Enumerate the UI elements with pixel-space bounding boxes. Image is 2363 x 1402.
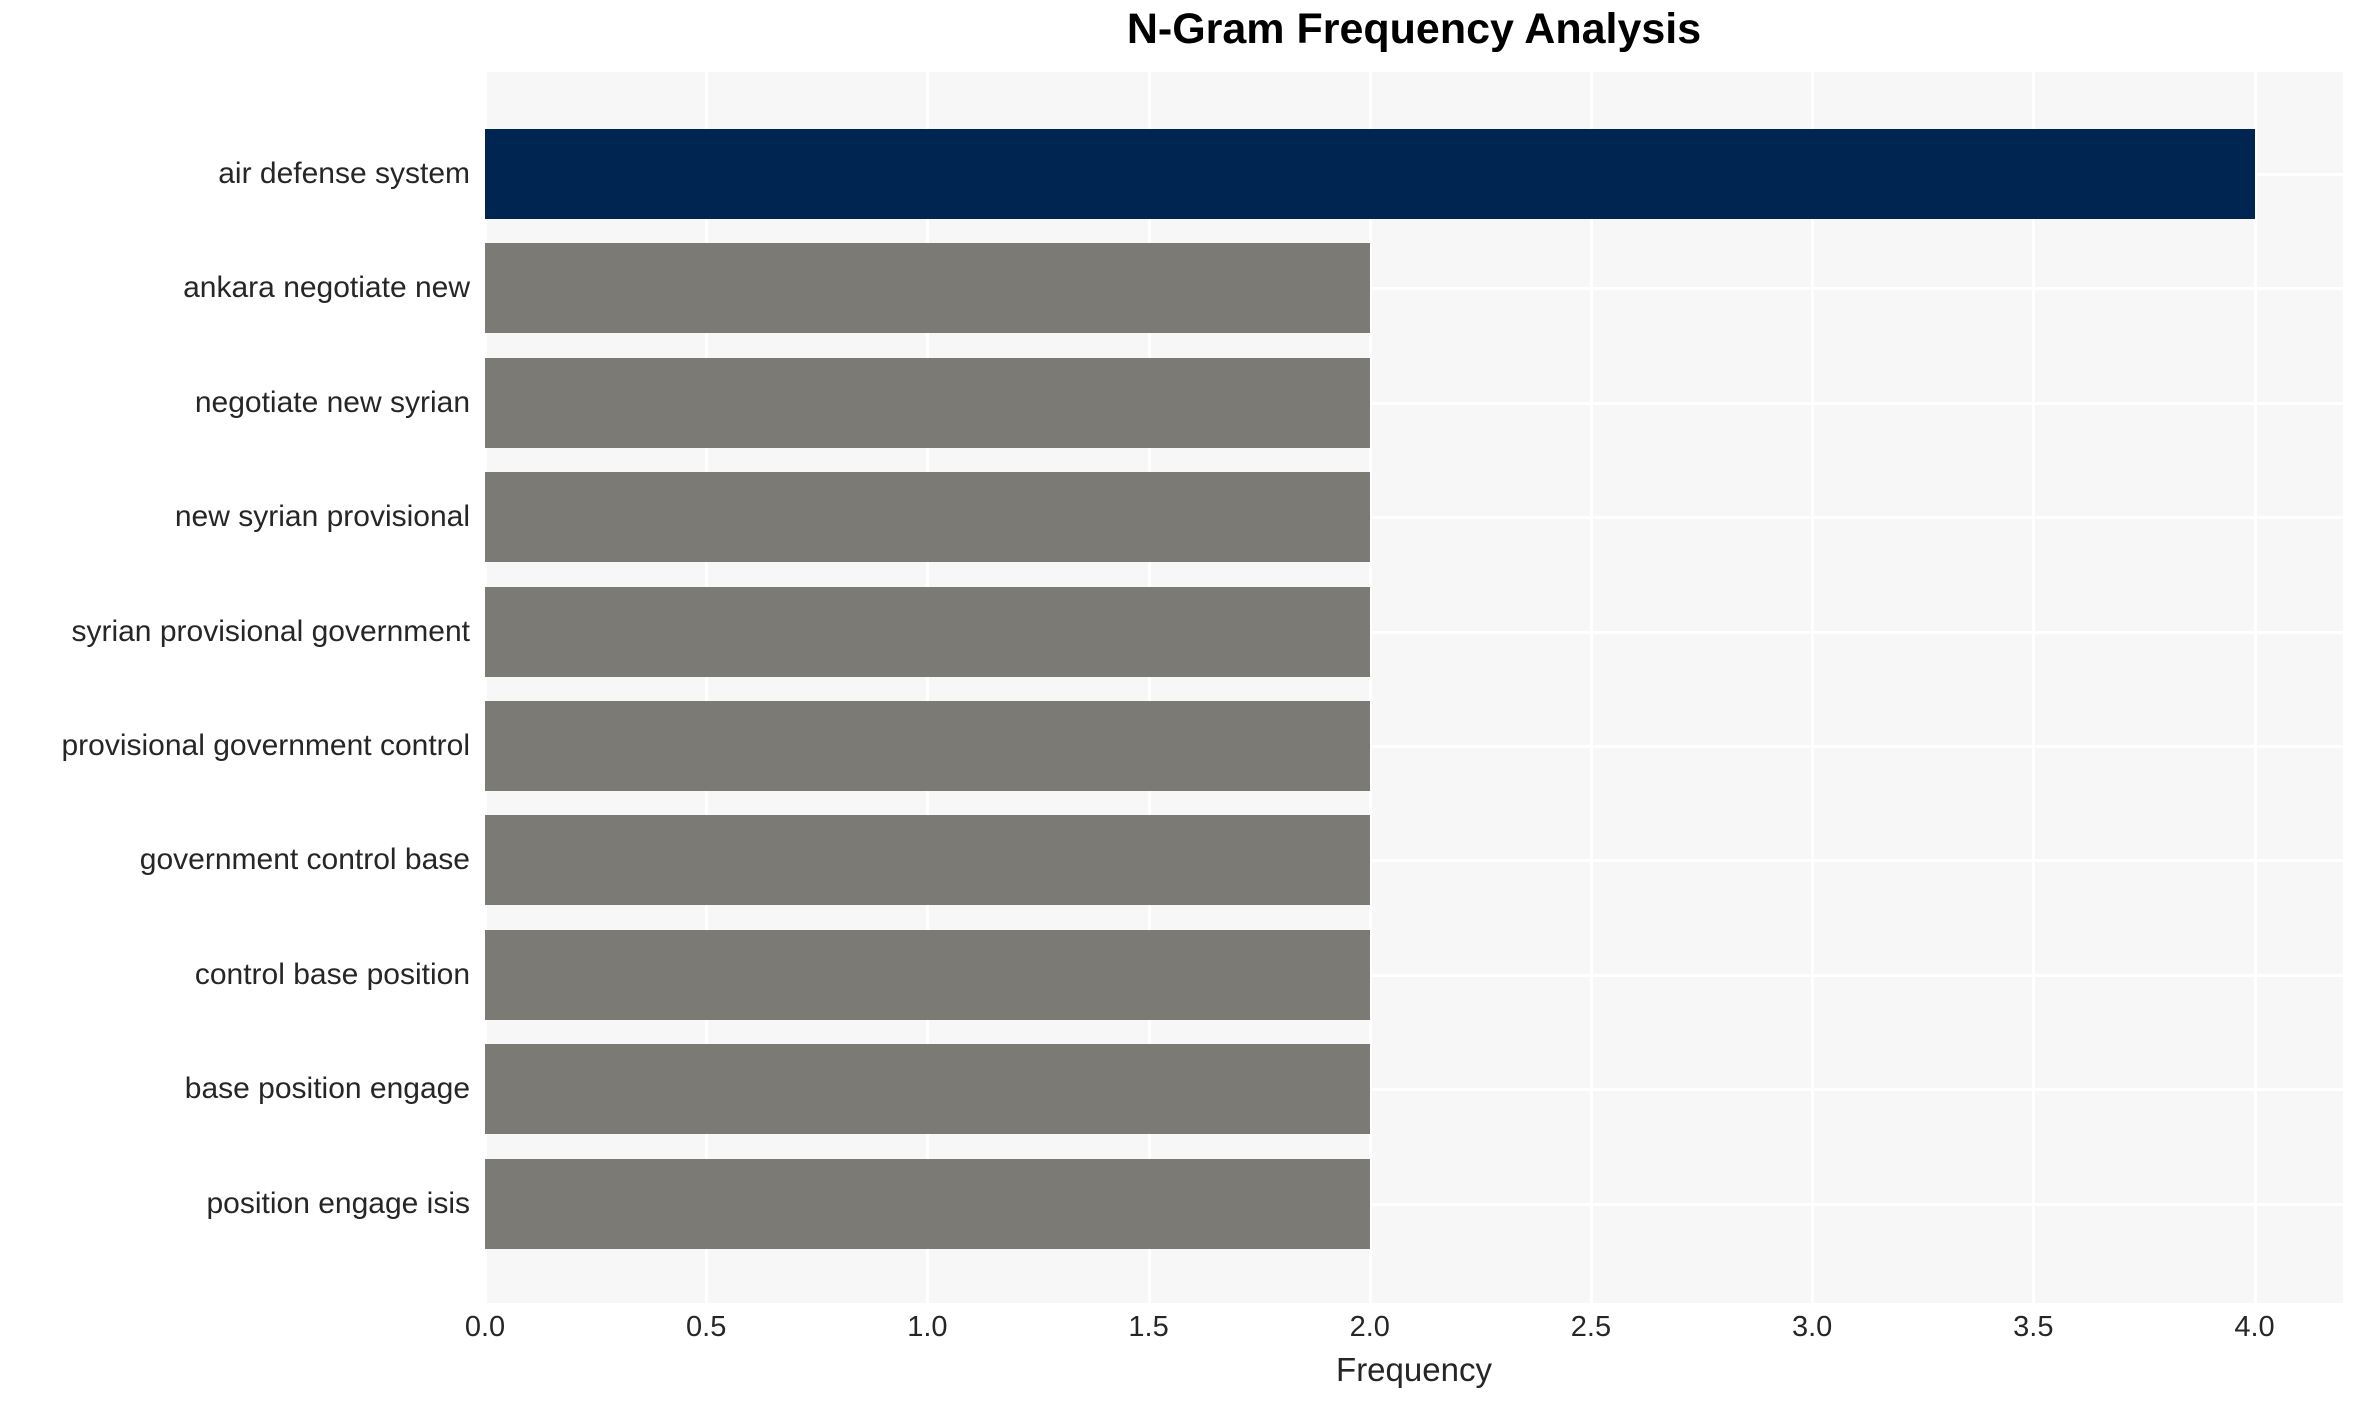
x-tick-label: 2.0 — [1349, 1311, 1390, 1343]
x-tick-label: 3.0 — [1791, 1311, 1833, 1343]
bar-government-control-base — [485, 815, 1370, 906]
y-gridline — [485, 516, 2343, 520]
bar-negotiate-new-syrian — [485, 357, 1370, 448]
y-gridline — [485, 287, 2343, 291]
x-gridline — [1811, 72, 1815, 1303]
y-gridline — [485, 401, 2343, 405]
x-tick-label: 0.5 — [686, 1311, 727, 1343]
y-tick-label: ankara negotiate new — [183, 271, 470, 305]
x-gridline — [2253, 72, 2257, 1303]
bar-ankara-negotiate-new — [485, 243, 1370, 334]
y-tick-label: air defense system — [218, 157, 470, 190]
chart-title: N-Gram Frequency Analysis — [1126, 5, 1702, 53]
y-gridline — [485, 1202, 2343, 1206]
plot-area — [485, 72, 2343, 1303]
y-tick-label: control base position — [194, 957, 470, 991]
y-gridline — [485, 630, 2343, 634]
x-axis-label: Frequency — [1336, 1351, 1492, 1388]
x-tick-label: 0.0 — [464, 1311, 506, 1343]
x-gridline — [1147, 72, 1151, 1303]
x-tick-label: 4.0 — [2234, 1311, 2275, 1343]
bar-position-engage-isis — [485, 1158, 1370, 1249]
x-gridline — [1368, 72, 1372, 1303]
x-gridline — [1589, 72, 1593, 1303]
y-tick-label: government control base — [139, 843, 470, 877]
x-gridline — [485, 72, 487, 1303]
y-gridline — [485, 1088, 2343, 1092]
y-axis-labels: air defense system ankara negotiate new ne… — [0, 72, 470, 1303]
x-tick-label: 1.5 — [1128, 1311, 1169, 1343]
x-axis-ticks: 0.0 0.5 1.0 1.5 2.0 2.5 3.0 3.5 4.0 — [0, 1311, 2363, 1351]
x-gridline — [926, 72, 930, 1303]
x-tick-label: 1.0 — [907, 1311, 948, 1343]
bar-provisional-government-control — [485, 701, 1370, 791]
y-tick-label: provisional government control — [61, 729, 470, 762]
y-tick-label: base position engage — [184, 1072, 470, 1106]
y-gridline — [485, 859, 2343, 863]
y-tick-label: syrian provisional government — [71, 614, 470, 648]
x-tick-label: 3.5 — [2013, 1311, 2054, 1343]
x-gridline — [2032, 72, 2036, 1303]
bar-air-defense-system — [485, 129, 2255, 219]
y-gridline — [485, 745, 2343, 748]
bar-new-syrian-provisional — [485, 472, 1370, 563]
bar-control-base-position — [485, 929, 1370, 1020]
y-gridline — [485, 973, 2343, 977]
y-tick-label: position engage isis — [206, 1186, 470, 1220]
y-tick-label: negotiate new syrian — [194, 385, 470, 419]
y-tick-label: new syrian provisional — [174, 500, 470, 534]
x-tick-label: 2.5 — [1570, 1311, 1612, 1343]
bar-syrian-provisional-government — [485, 586, 1370, 677]
bar-base-position-engage — [485, 1044, 1370, 1135]
x-gridline — [705, 72, 709, 1303]
